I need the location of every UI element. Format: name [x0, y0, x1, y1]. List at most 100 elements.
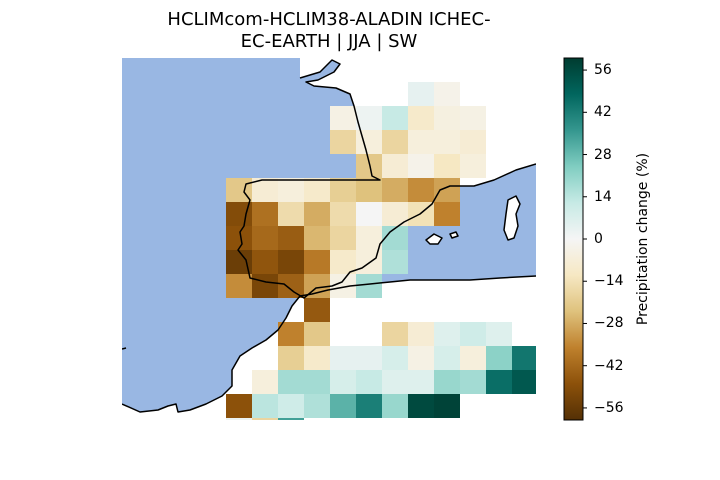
grid-cell [278, 202, 304, 226]
grid-cell [278, 394, 304, 418]
grid-cell [304, 322, 330, 346]
grid-cell [408, 154, 434, 178]
grid-cell [304, 226, 330, 250]
grid-cell [278, 322, 304, 346]
grid-cell [226, 394, 252, 418]
grid-cell [278, 346, 304, 370]
grid-cell [408, 82, 434, 106]
grid-cell [486, 370, 512, 394]
coastline-africa [122, 275, 536, 413]
grid-cell [408, 370, 434, 394]
grid-cell [460, 370, 486, 394]
grid-cell [434, 202, 460, 226]
grid-cell [382, 106, 408, 130]
colorbar-gradient [563, 57, 584, 421]
grid-cell [304, 394, 330, 418]
grid-cell [434, 394, 460, 418]
grid-cell [252, 418, 278, 420]
grid-cell [356, 346, 382, 370]
grid-cell [512, 346, 536, 370]
grid-cell [356, 178, 382, 202]
grid-cell [434, 130, 460, 154]
grid-cell [382, 370, 408, 394]
grid-cell [460, 130, 486, 154]
grid-cell [304, 178, 330, 202]
colorbar-tick-label: −56 [594, 399, 624, 416]
grid-cell [434, 154, 460, 178]
grid-cell [252, 202, 278, 226]
grid-cell [434, 106, 460, 130]
grid-cell [382, 250, 408, 274]
grid-cell [486, 346, 512, 370]
grid-cell [252, 274, 278, 298]
grid-cell [356, 394, 382, 418]
colorbar-tick-label: −28 [594, 315, 624, 332]
grid-cell [330, 178, 356, 202]
map-panel [122, 58, 536, 420]
grid-cell [330, 106, 356, 130]
colorbar-tick-label: 14 [594, 188, 612, 205]
grid-cell [330, 250, 356, 274]
grid-cell [304, 202, 330, 226]
colorbar-tick-label: −42 [594, 357, 624, 374]
grid-cell [382, 346, 408, 370]
grid-cell [304, 250, 330, 274]
grid-cell [226, 226, 252, 250]
grid-cell [408, 322, 434, 346]
grid-cell [278, 370, 304, 394]
grid-cell [382, 154, 408, 178]
coastline-europe [237, 59, 536, 299]
grid-cell [330, 202, 356, 226]
colorbar-tick-label: 42 [594, 104, 612, 121]
grid-cell [304, 298, 330, 322]
grid-cell [460, 106, 486, 130]
grid-cell [486, 322, 512, 346]
grid-cell [252, 250, 278, 274]
precipitation-grid [226, 82, 536, 420]
grid-cell [278, 418, 304, 420]
grid-cell [434, 322, 460, 346]
grid-cell [408, 178, 434, 202]
grid-cell [252, 226, 278, 250]
grid-cell [356, 250, 382, 274]
colorbar-tick-label: −14 [594, 273, 624, 290]
colorbar-tick-label: 0 [594, 231, 603, 247]
grid-cell [460, 322, 486, 346]
grid-cell [356, 370, 382, 394]
grid-cell [408, 106, 434, 130]
grid-cell [356, 154, 382, 178]
grid-cell [356, 106, 382, 130]
grid-cell [382, 130, 408, 154]
grid-cell [408, 394, 434, 418]
grid-cell [356, 202, 382, 226]
grid-cell [408, 346, 434, 370]
grid-cell [278, 250, 304, 274]
colorbar-tick-marks [583, 69, 587, 409]
grid-cell [330, 226, 356, 250]
colorbar-label: Precipitation change (%) [635, 152, 651, 326]
grid-cell [382, 322, 408, 346]
land-corsica-sardinia [504, 196, 520, 240]
grid-cell [460, 346, 486, 370]
colorbar-tick-label: 28 [594, 146, 612, 163]
grid-cell [330, 370, 356, 394]
grid-cell [382, 178, 408, 202]
grid-cell [330, 346, 356, 370]
grid-cell [304, 370, 330, 394]
grid-cell [434, 178, 460, 202]
grid-cell [226, 418, 252, 420]
coastline-canary-islet [122, 347, 127, 350]
coastline-islands [425, 195, 521, 245]
grid-cell [460, 154, 486, 178]
grid-cell [278, 274, 304, 298]
map-title-line-1: HCLIMcom-HCLIM38-ALADIN ICHEC- [167, 9, 491, 30]
grid-cell [278, 226, 304, 250]
grid-cell [356, 130, 382, 154]
grid-cell [408, 130, 434, 154]
grid-cell [252, 394, 278, 418]
grid-cell [278, 178, 304, 202]
grid-cell [356, 226, 382, 250]
grid-cell [356, 274, 382, 298]
colorbar-tick-label: 56 [594, 62, 612, 79]
